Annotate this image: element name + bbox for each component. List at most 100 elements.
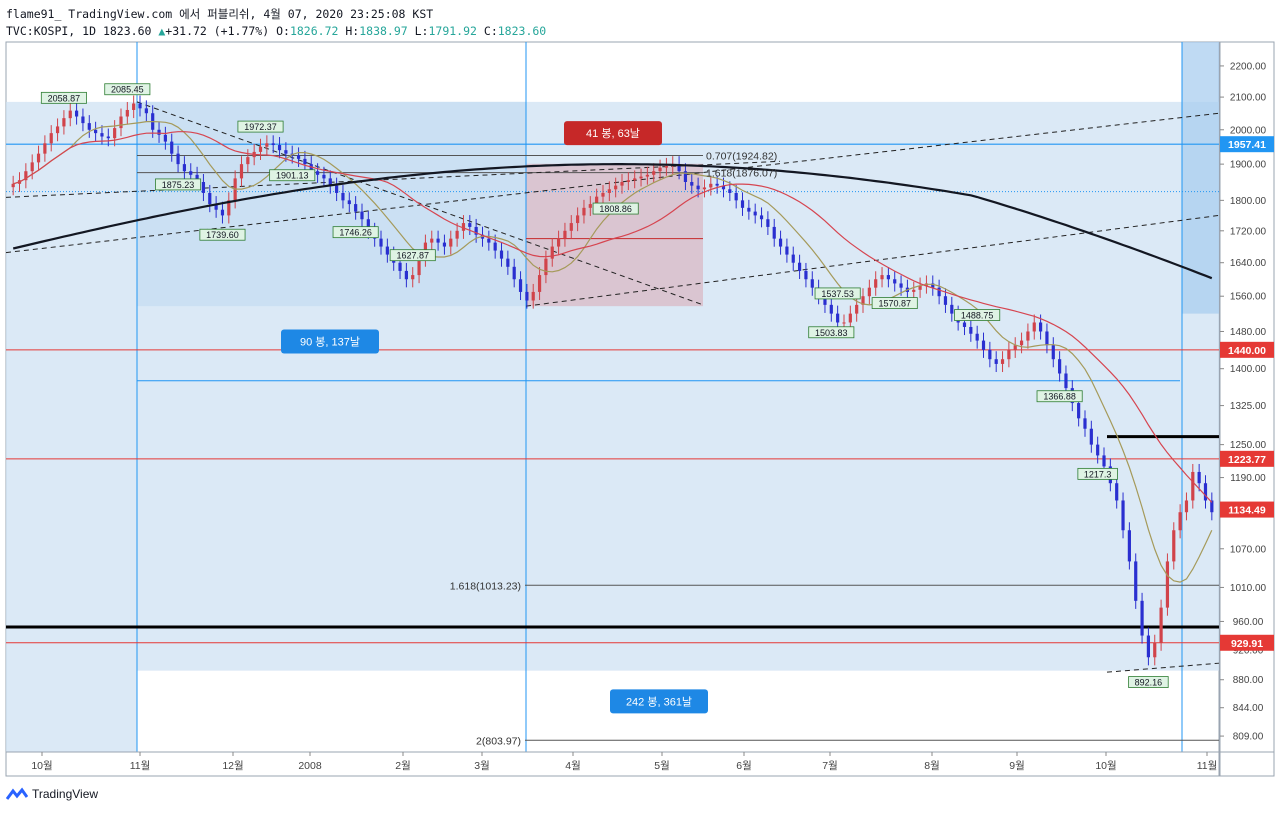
candle-body bbox=[753, 211, 757, 216]
candle-body bbox=[239, 164, 244, 179]
candle-body bbox=[950, 304, 954, 314]
candle-body bbox=[322, 174, 326, 179]
measure-box-41 bbox=[526, 163, 703, 307]
candle-body bbox=[899, 283, 903, 288]
candle-body bbox=[1153, 642, 1157, 658]
candle-body bbox=[170, 141, 174, 154]
candle-body bbox=[1191, 471, 1195, 501]
price-label: 1537.53 bbox=[821, 289, 854, 299]
candle-body bbox=[1140, 600, 1144, 636]
low-value: 1791.92 bbox=[428, 24, 477, 38]
candle-body bbox=[867, 287, 871, 297]
ma-long-line bbox=[12, 163, 1213, 280]
candle-body bbox=[125, 109, 129, 117]
candle-body bbox=[563, 230, 567, 239]
fib-label: 1.618(1876.07) bbox=[706, 168, 777, 180]
price-label-box bbox=[104, 83, 151, 96]
candle-body bbox=[893, 279, 897, 284]
candle-body bbox=[937, 287, 941, 297]
candle-body bbox=[544, 258, 548, 276]
candle-body bbox=[360, 211, 364, 220]
candle-body bbox=[1159, 607, 1163, 643]
x-tick-label: 2008 bbox=[298, 760, 322, 772]
range-pill[interactable] bbox=[610, 689, 708, 714]
range-pill[interactable] bbox=[564, 121, 662, 146]
zone-left-edge bbox=[6, 101, 137, 753]
chart-header: flame91_ TradingView.com 에서 퍼블리쉬, 4월 07,… bbox=[6, 6, 546, 40]
candle-body bbox=[531, 291, 535, 301]
candle-body bbox=[398, 262, 402, 271]
candle-body bbox=[931, 283, 935, 288]
footer-brand[interactable]: TradingView bbox=[6, 787, 98, 801]
price-badge-label: 1134.49 bbox=[1228, 505, 1266, 517]
candle-body bbox=[1045, 331, 1049, 346]
trend-line-2 bbox=[136, 101, 704, 306]
trend-line-3 bbox=[5, 160, 781, 198]
y-tick-label: 1800.00 bbox=[1230, 196, 1267, 207]
fib-label: 1.618(1013.23) bbox=[450, 580, 521, 592]
x-tick-label: 8월 bbox=[924, 760, 940, 772]
candle-body bbox=[455, 230, 459, 239]
candle-body bbox=[620, 181, 624, 186]
candle-body bbox=[214, 204, 218, 210]
price-label: 1366.88 bbox=[1043, 392, 1076, 402]
candle-body bbox=[157, 129, 161, 135]
candle-body bbox=[664, 165, 669, 168]
price-label: 2058.87 bbox=[48, 93, 81, 103]
price-badge-label: 929.91 bbox=[1231, 638, 1263, 650]
price-label-box bbox=[808, 326, 855, 339]
candle-body bbox=[626, 180, 630, 182]
candle-body bbox=[68, 110, 72, 119]
candle-body bbox=[354, 204, 358, 212]
candle-body bbox=[696, 185, 700, 190]
candle-body bbox=[493, 242, 497, 251]
candle-body bbox=[810, 279, 814, 288]
candle-body bbox=[614, 185, 618, 190]
price-axis[interactable] bbox=[1219, 41, 1275, 753]
candle-body bbox=[747, 207, 751, 212]
candle-body bbox=[912, 289, 916, 292]
candle-body bbox=[87, 123, 91, 130]
price-label-box bbox=[40, 91, 87, 104]
candle-body bbox=[721, 185, 726, 190]
candle-body bbox=[861, 296, 865, 305]
candle-body bbox=[1165, 561, 1170, 608]
candle-body bbox=[43, 143, 47, 154]
price-badge bbox=[1220, 341, 1274, 358]
candle-body bbox=[791, 254, 795, 263]
candle-body bbox=[113, 128, 117, 139]
candle-body bbox=[24, 171, 28, 181]
close-value: 1823.60 bbox=[497, 24, 547, 38]
range-pill[interactable] bbox=[281, 329, 379, 354]
range-pill-label: 242 봉, 361날 bbox=[626, 695, 692, 708]
candle-body bbox=[550, 246, 554, 259]
time-axis[interactable] bbox=[5, 751, 1220, 777]
candle-body bbox=[677, 164, 681, 172]
candle-body bbox=[404, 270, 408, 280]
candle-body bbox=[772, 226, 776, 239]
y-tick-label: 960.00 bbox=[1233, 617, 1264, 628]
candle-body bbox=[100, 133, 104, 137]
candle-body bbox=[119, 116, 123, 129]
candle-body bbox=[886, 275, 890, 280]
price-badge bbox=[1220, 136, 1274, 153]
x-tick-label: 11월 bbox=[130, 760, 151, 772]
candle-body bbox=[1121, 500, 1125, 531]
price-badge bbox=[1220, 450, 1274, 467]
candle-body bbox=[1096, 444, 1100, 456]
price-label: 2085.45 bbox=[111, 85, 144, 95]
candle-body bbox=[1210, 500, 1214, 513]
candle-body bbox=[499, 250, 504, 259]
candle-body bbox=[74, 110, 79, 117]
last-price: 1823.60 bbox=[102, 24, 152, 38]
price-badge bbox=[1220, 634, 1274, 651]
candle-body bbox=[734, 192, 738, 201]
candle-body bbox=[855, 304, 859, 314]
candle-body bbox=[829, 304, 833, 314]
candle-body bbox=[506, 258, 510, 267]
y-tick-label: 1560.00 bbox=[1230, 292, 1267, 303]
candle-body bbox=[303, 158, 307, 165]
candle-body bbox=[766, 219, 770, 227]
ohlc-row: TVC:KOSPI, 1D 1823.60 ▲+31.72 (+1.77%) O… bbox=[6, 23, 546, 40]
